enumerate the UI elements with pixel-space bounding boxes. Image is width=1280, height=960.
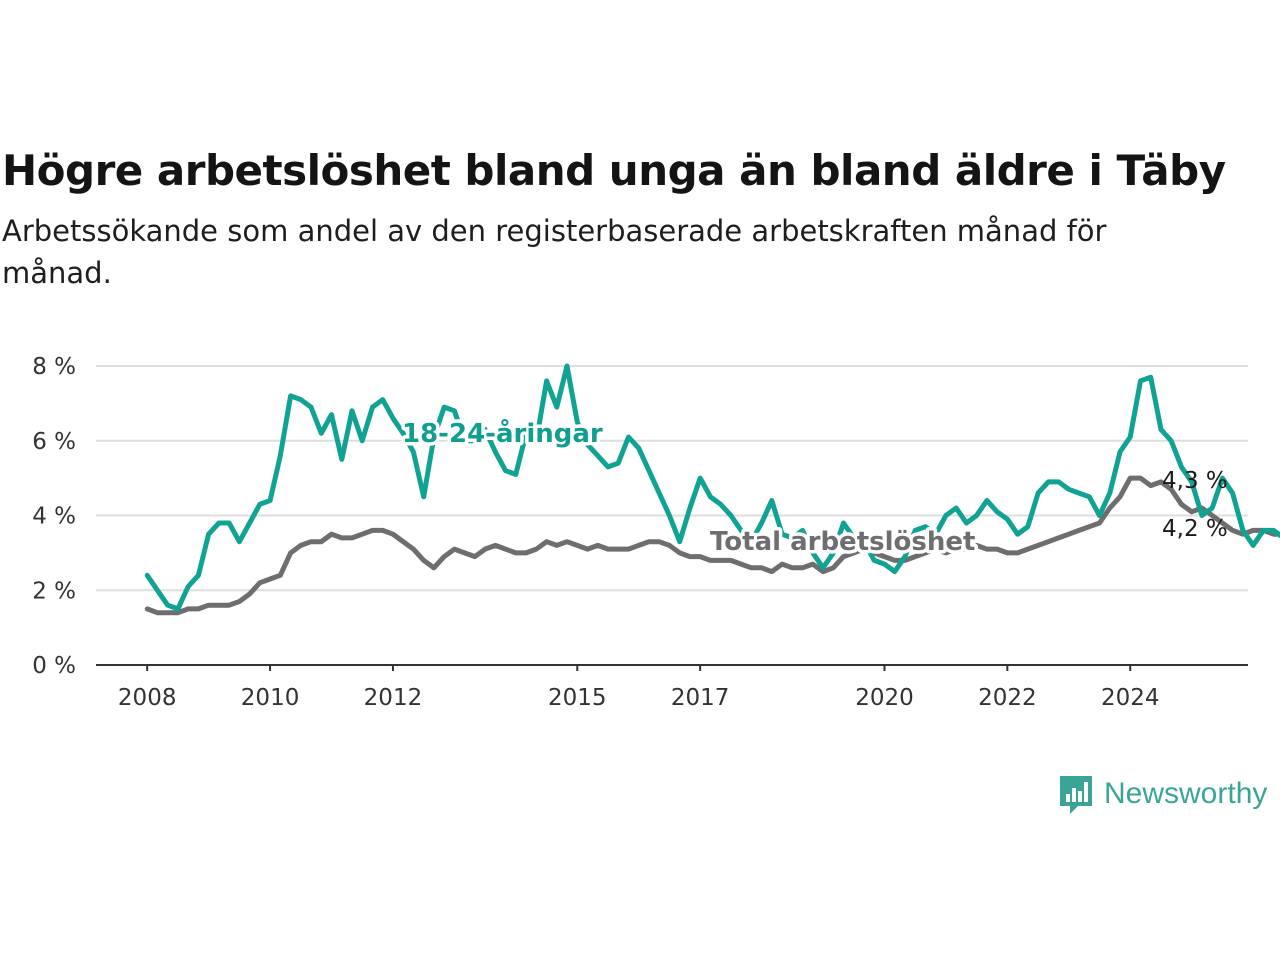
x-tick-label: 2012 [364,685,423,711]
gridlines [96,365,1248,592]
chart-title: Högre arbetslöshet bland unga än bland ä… [2,146,1226,195]
series-label-young: 18-24-åringar [402,417,603,449]
y-tick-label: 8 % [32,354,76,380]
x-tick-label: 2020 [855,685,914,711]
x-axis: 2008 2010 2012 2015 2017 2020 2022 2024 [96,664,1248,711]
line-chart: 0 % 2 % 4 % 6 % 8 % 2008 2010 2012 2015 2017 2020… [32,354,1280,711]
x-tick-label: 2008 [118,685,177,711]
series-labels: 18-24-åringar Total arbetslöshet 4,3 % 4… [399,414,1228,561]
series-line-young [144,363,1280,612]
end-label-total: 4,3 % [1162,468,1228,494]
y-tick-label: 0 % [32,653,76,679]
newsworthy-bar-chart-icon [1060,776,1092,814]
series-label-total: Total arbetslöshet [710,527,975,557]
x-tick-label: 2015 [548,685,607,711]
y-tick-label: 6 % [32,429,76,455]
y-axis-ticks: 0 % 2 % 4 % 6 % 8 % [32,354,76,679]
x-tick-label: 2022 [978,685,1037,711]
end-label-young: 4,2 % [1162,516,1228,542]
series-lines [144,363,1280,616]
x-tick-label: 2024 [1101,685,1160,711]
brand-logo: Newsworthy [1058,772,1267,816]
y-tick-label: 4 % [32,504,76,530]
y-tick-label: 2 % [32,578,76,604]
x-tick-label: 2017 [671,685,730,711]
x-tick-label: 2010 [241,685,300,711]
brand-name: Newsworthy [1104,777,1268,810]
chart-subtitle: Arbetssökande som andel av den registerb… [2,214,1107,290]
series-line-total [144,475,1280,616]
